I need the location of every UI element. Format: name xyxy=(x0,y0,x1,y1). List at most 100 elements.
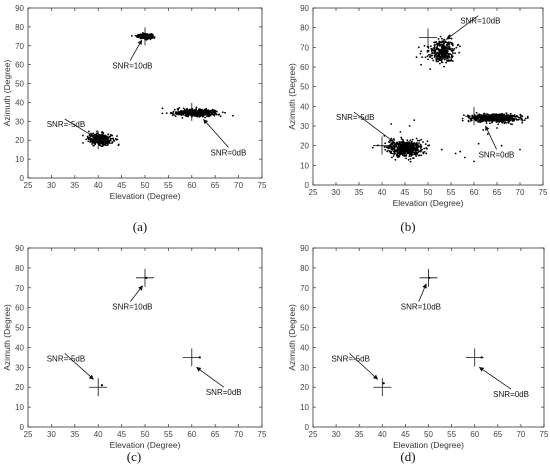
y-tick-label: 30 xyxy=(300,363,309,372)
y-tick-label: 30 xyxy=(15,363,24,372)
estimate-point xyxy=(427,58,429,61)
x-tick-label: 35 xyxy=(355,430,364,439)
estimate-point xyxy=(448,55,451,58)
estimate-point xyxy=(388,147,391,150)
outlier-point xyxy=(473,160,475,163)
estimate-point xyxy=(215,113,218,116)
y-axis-label: Azimuth (Degree) xyxy=(2,60,12,127)
estimate-point xyxy=(205,107,208,110)
estimate-point xyxy=(183,108,186,111)
outlier-point xyxy=(509,123,512,125)
x-tick-label: 75 xyxy=(540,430,549,439)
estimate-point xyxy=(526,115,529,118)
estimate-point xyxy=(224,111,226,114)
x-tick-label: 40 xyxy=(94,181,103,190)
estimate-point xyxy=(150,32,153,35)
estimate-point xyxy=(408,149,410,151)
estimate-point xyxy=(178,106,181,109)
estimate-point xyxy=(407,142,410,145)
estimate-point xyxy=(187,112,189,115)
x-tick-label: 30 xyxy=(47,430,56,439)
estimate-point xyxy=(398,155,400,158)
estimate-point xyxy=(398,151,401,154)
estimate-point xyxy=(405,154,408,156)
estimate-point xyxy=(441,40,443,43)
estimate-point xyxy=(109,137,112,140)
y-tick-label: 70 xyxy=(15,284,24,293)
estimate-point xyxy=(511,123,514,126)
estimate-point xyxy=(103,140,106,143)
estimate-point xyxy=(189,109,192,112)
estimate-point xyxy=(385,146,388,148)
estimate-point xyxy=(441,50,444,53)
y-tick-label: 80 xyxy=(300,24,309,33)
estimate-point xyxy=(117,144,120,147)
y-tick-label: 90 xyxy=(300,244,309,253)
estimate-point xyxy=(439,59,442,61)
estimate-point xyxy=(524,117,527,120)
estimate-point xyxy=(484,118,487,121)
estimate-point xyxy=(498,117,501,120)
estimate-point xyxy=(509,119,512,121)
estimate-point xyxy=(409,160,412,163)
estimate-point xyxy=(478,113,480,116)
estimate-point xyxy=(437,38,440,40)
estimate-point xyxy=(420,154,423,157)
x-tick-label: 30 xyxy=(332,430,341,439)
estimate-point xyxy=(497,114,499,117)
estimate-point xyxy=(400,138,403,140)
estimate-point xyxy=(434,49,436,52)
estimate-point xyxy=(495,117,498,120)
panel-d: 25 30 35 40 45 50 55 60 65 70 75 0 10 20 30 40 50 60 70 80 9… xyxy=(275,236,550,472)
estimate-point xyxy=(516,118,519,121)
estimate-point xyxy=(181,112,184,115)
y-tick-label: 10 xyxy=(15,403,24,412)
estimate-point xyxy=(444,52,446,55)
estimate-point xyxy=(510,116,512,119)
estimate-point xyxy=(82,134,84,137)
estimate-point xyxy=(392,147,394,149)
estimate-point xyxy=(442,55,445,58)
estimate-point xyxy=(396,152,399,155)
estimate-point xyxy=(411,149,414,152)
estimate-point xyxy=(441,52,444,55)
estimate-point xyxy=(437,53,440,56)
estimate-point xyxy=(392,155,395,157)
estimate-point xyxy=(413,146,416,149)
x-tick-label: 70 xyxy=(234,181,243,190)
x-tick-label: 45 xyxy=(117,430,126,439)
y-tick-label: 80 xyxy=(15,23,24,32)
estimate-point xyxy=(390,150,393,153)
annotation-arrow xyxy=(64,118,94,137)
estimate-point xyxy=(184,114,187,117)
estimate-point xyxy=(442,40,445,43)
estimate-point xyxy=(502,116,505,119)
estimate-point xyxy=(436,45,439,48)
scatter-chart-d: 25 30 35 40 45 50 55 60 65 70 75 0 10 20 30 40 50 60 70 80 9… xyxy=(287,244,549,450)
outlier-point xyxy=(371,146,374,149)
estimate-point xyxy=(198,115,201,118)
estimate-point xyxy=(482,120,484,122)
annotation-arrow xyxy=(64,353,94,380)
y-tick-label: 20 xyxy=(15,383,24,392)
estimate-point xyxy=(451,49,454,52)
y-axis-label: Azimuth (Degree) xyxy=(287,304,297,371)
estimate-point xyxy=(221,111,224,114)
x-tick-label: 65 xyxy=(211,181,220,190)
annotation-arrow xyxy=(129,285,143,302)
estimate-point xyxy=(99,144,102,147)
estimate-point xyxy=(418,139,421,142)
estimate-point xyxy=(91,143,93,145)
estimate-point xyxy=(432,52,435,55)
estimate-point xyxy=(444,54,447,57)
y-tick-label: 40 xyxy=(300,343,309,352)
estimate-point xyxy=(504,116,507,119)
x-tick-label: 75 xyxy=(258,430,267,439)
estimate-point xyxy=(462,114,465,117)
snr-annotation-label: SNR=-5dB xyxy=(47,354,85,363)
annotation-arrow xyxy=(349,353,379,380)
estimate-point xyxy=(206,115,208,118)
estimate-point xyxy=(198,113,201,115)
estimate-point xyxy=(490,114,493,117)
annotation-arrow xyxy=(196,367,225,388)
